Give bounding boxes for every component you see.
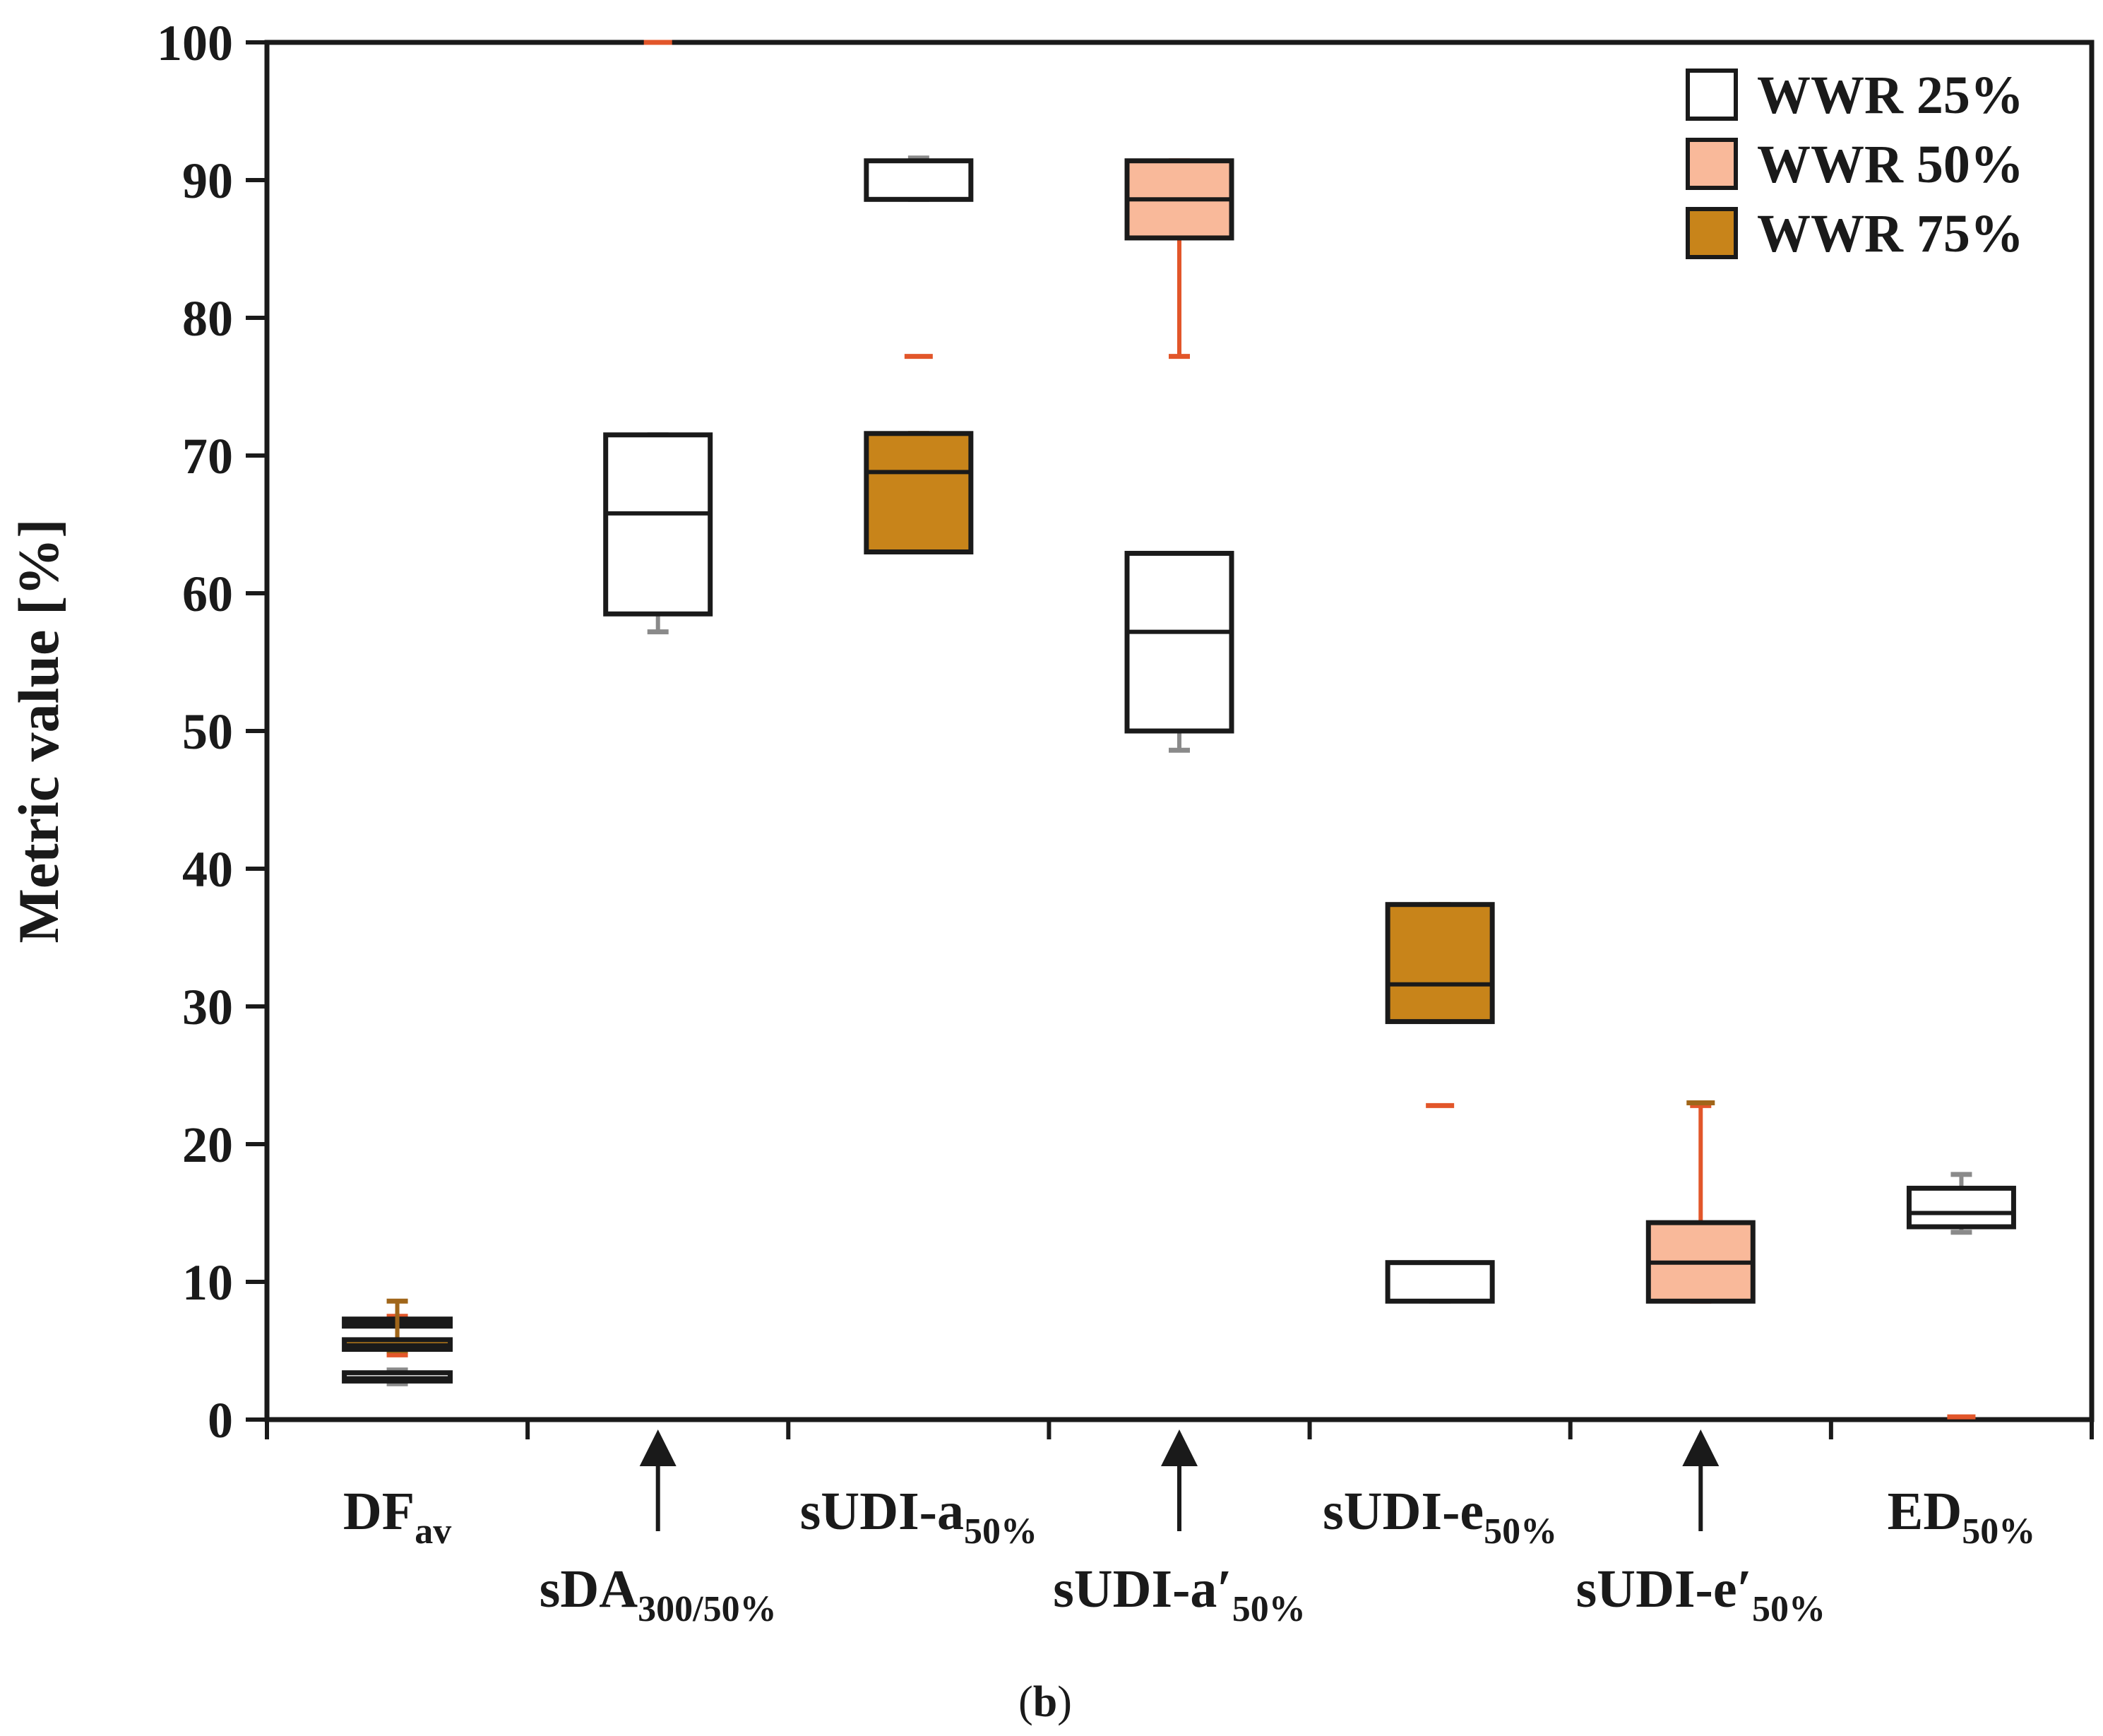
legend-swatch bbox=[1686, 138, 1738, 190]
box bbox=[1645, 1102, 1756, 1304]
x-category-main: sDA bbox=[540, 1559, 638, 1619]
x-category-main: DF bbox=[343, 1482, 415, 1541]
series-1 bbox=[342, 155, 2016, 1386]
category-arrow-head bbox=[1682, 1429, 1720, 1466]
box bbox=[1124, 550, 1234, 753]
legend-label: WWR 25% bbox=[1757, 66, 2024, 125]
x-category-subscript: 50% bbox=[1752, 1589, 1825, 1629]
x-axis: DFavsDA300/50%sUDI-a50%sUDI-a′50%sUDI-e5… bbox=[265, 1420, 2094, 1629]
y-tick-label: 30 bbox=[182, 979, 233, 1035]
box-iqr bbox=[864, 158, 974, 202]
caption-close: ) bbox=[1057, 1678, 1072, 1726]
y-tick-label: 50 bbox=[182, 703, 233, 760]
x-category-main: ED bbox=[1888, 1482, 1962, 1541]
box bbox=[864, 155, 974, 202]
box bbox=[1385, 902, 1495, 1024]
box bbox=[864, 431, 974, 554]
series-layer bbox=[342, 40, 2016, 1420]
y-tick-label: 20 bbox=[182, 1117, 233, 1173]
legend-swatch bbox=[1686, 69, 1738, 121]
caption-open: ( bbox=[1018, 1678, 1033, 1726]
y-tick-label: 80 bbox=[182, 290, 233, 347]
x-category-subscript: 50% bbox=[1232, 1589, 1306, 1629]
x-category-subscript: 300/50% bbox=[638, 1589, 776, 1629]
y-tick-label: 70 bbox=[182, 428, 233, 484]
box bbox=[1906, 1172, 2016, 1235]
legend: WWR 25% WWR 50% WWR 75% bbox=[1686, 66, 2024, 263]
legend-label: WWR 50% bbox=[1757, 135, 2024, 194]
category-arrow-head bbox=[639, 1429, 677, 1466]
x-category-label: sDA300/50% bbox=[540, 1559, 777, 1629]
x-category-label: sUDI-a50% bbox=[800, 1482, 1037, 1552]
y-axis: 0 10 20 30 40 50 60 70 80 90 100 bbox=[157, 15, 267, 1449]
box-iqr bbox=[603, 432, 713, 617]
y-tick-label: 10 bbox=[182, 1254, 233, 1311]
box-iqr bbox=[1124, 550, 1234, 734]
box bbox=[342, 1298, 453, 1353]
x-category-label: sUDI-a′50% bbox=[1053, 1559, 1306, 1629]
x-category-main: sUDI-a bbox=[800, 1482, 964, 1541]
x-category-main: sUDI-a′ bbox=[1053, 1559, 1232, 1619]
x-category-label: DFav bbox=[343, 1482, 451, 1552]
y-axis-label: Metric value [%] bbox=[6, 518, 71, 943]
x-category-subscript: av bbox=[415, 1511, 451, 1552]
x-category-main: sUDI-e bbox=[1323, 1482, 1484, 1541]
category-arrow-head bbox=[1161, 1429, 1198, 1466]
box-iqr bbox=[1385, 1260, 1495, 1304]
legend-swatch bbox=[1686, 207, 1738, 259]
y-tick-label: 100 bbox=[157, 15, 233, 71]
figure-caption: (b) bbox=[1018, 1678, 1072, 1726]
x-category-label: ED50% bbox=[1888, 1482, 2036, 1552]
x-category-subscript: 50% bbox=[1484, 1511, 1557, 1552]
y-tick-label: 0 bbox=[208, 1392, 233, 1449]
x-category-label: sUDI-e50% bbox=[1323, 1482, 1557, 1552]
box-iqr bbox=[1385, 902, 1495, 1024]
caption-letter: b bbox=[1033, 1678, 1057, 1726]
box bbox=[1385, 1260, 1495, 1304]
box bbox=[1124, 158, 1234, 359]
x-category-subscript: 50% bbox=[964, 1511, 1037, 1552]
box bbox=[603, 432, 713, 635]
series-2 bbox=[342, 40, 1976, 1420]
y-tick-label: 40 bbox=[182, 841, 233, 898]
y-tick-label: 90 bbox=[182, 153, 233, 209]
box bbox=[342, 1367, 453, 1386]
legend-label: WWR 75% bbox=[1757, 204, 2024, 263]
y-tick-label: 60 bbox=[182, 566, 233, 622]
box-iqr bbox=[1906, 1185, 2016, 1230]
x-category-label: sUDI-e′50% bbox=[1576, 1559, 1825, 1629]
series-3 bbox=[342, 431, 1715, 1353]
x-category-main: sUDI-e′ bbox=[1576, 1559, 1752, 1619]
x-category-subscript: 50% bbox=[1962, 1511, 2035, 1552]
box-iqr bbox=[864, 431, 974, 554]
